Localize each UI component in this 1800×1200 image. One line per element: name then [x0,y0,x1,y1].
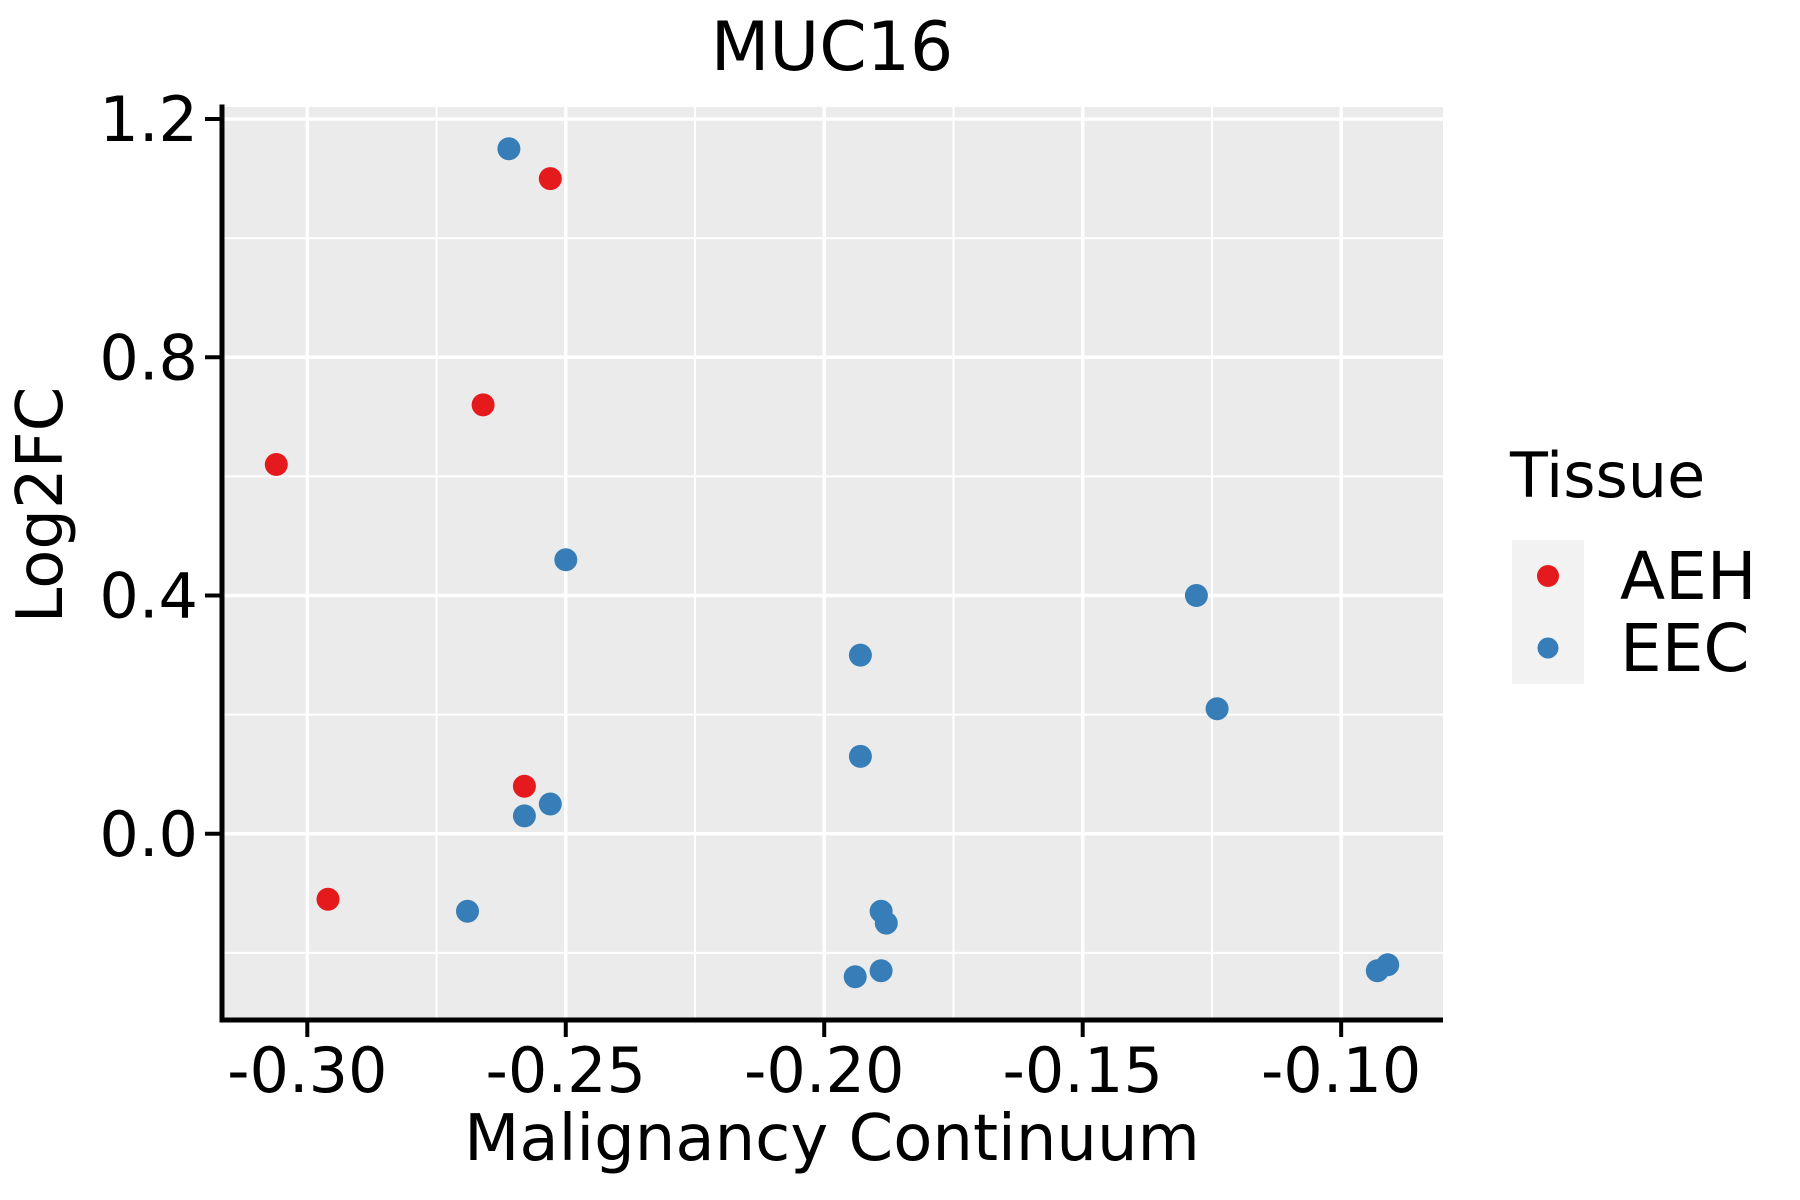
data-point-aeh [538,167,562,191]
x-tick-labels: -0.30 -0.25 -0.20 -0.15 -0.10 [227,1034,1421,1107]
data-point-eec [512,804,536,828]
data-point-eec [1376,953,1400,977]
x-tick-label: -0.30 [227,1034,387,1107]
legend-eec-label: EEC [1620,610,1750,687]
data-point-eec [848,643,872,667]
plot-panel [222,107,1443,1020]
legend-key-background [1512,540,1584,684]
data-point-eec [497,137,521,161]
legend: Tissue AEH EEC [1509,439,1756,687]
legend-title: Tissue [1509,439,1705,512]
data-point-aeh [471,393,495,417]
minor-gridlines [222,107,1443,1020]
legend-aeh-dot-icon [1537,565,1559,587]
y-axis-title: Log2FC [4,387,78,624]
data-point-aeh [264,453,288,476]
data-point-eec [843,965,867,989]
x-tick-label: -0.15 [1002,1034,1162,1107]
data-point-eec [554,548,578,572]
y-tick-label: 0.0 [99,798,198,871]
x-tick-label: -0.10 [1261,1034,1421,1107]
axis-ticks [205,117,1344,1037]
data-point-eec [1205,697,1229,721]
x-axis-title: Malignancy Continuum [464,1102,1200,1176]
data-point-eec [538,792,562,816]
data-point-eec [874,911,898,935]
data-point-aeh [512,774,536,798]
data-point-eec [1184,584,1208,607]
legend-item-eec: EEC [1537,610,1750,687]
major-gridlines [222,107,1443,1020]
legend-aeh-label: AEH [1620,538,1756,615]
data-point-eec [848,744,872,768]
data-points-layer [264,137,1400,989]
legend-item-aeh: AEH [1537,538,1756,615]
x-tick-label: -0.20 [744,1034,904,1107]
data-point-eec [869,959,893,983]
data-point-eec [456,899,479,923]
chart-title: MUC16 [711,8,953,87]
y-tick-labels: 0.0 0.4 0.8 1.2 [99,83,198,871]
legend-eec-dot-icon [1537,637,1559,659]
data-point-aeh [316,887,340,911]
y-tick-label: 1.2 [99,83,198,156]
x-tick-label: -0.25 [486,1034,646,1107]
y-tick-label: 0.4 [99,560,198,633]
y-tick-label: 0.8 [99,321,198,394]
